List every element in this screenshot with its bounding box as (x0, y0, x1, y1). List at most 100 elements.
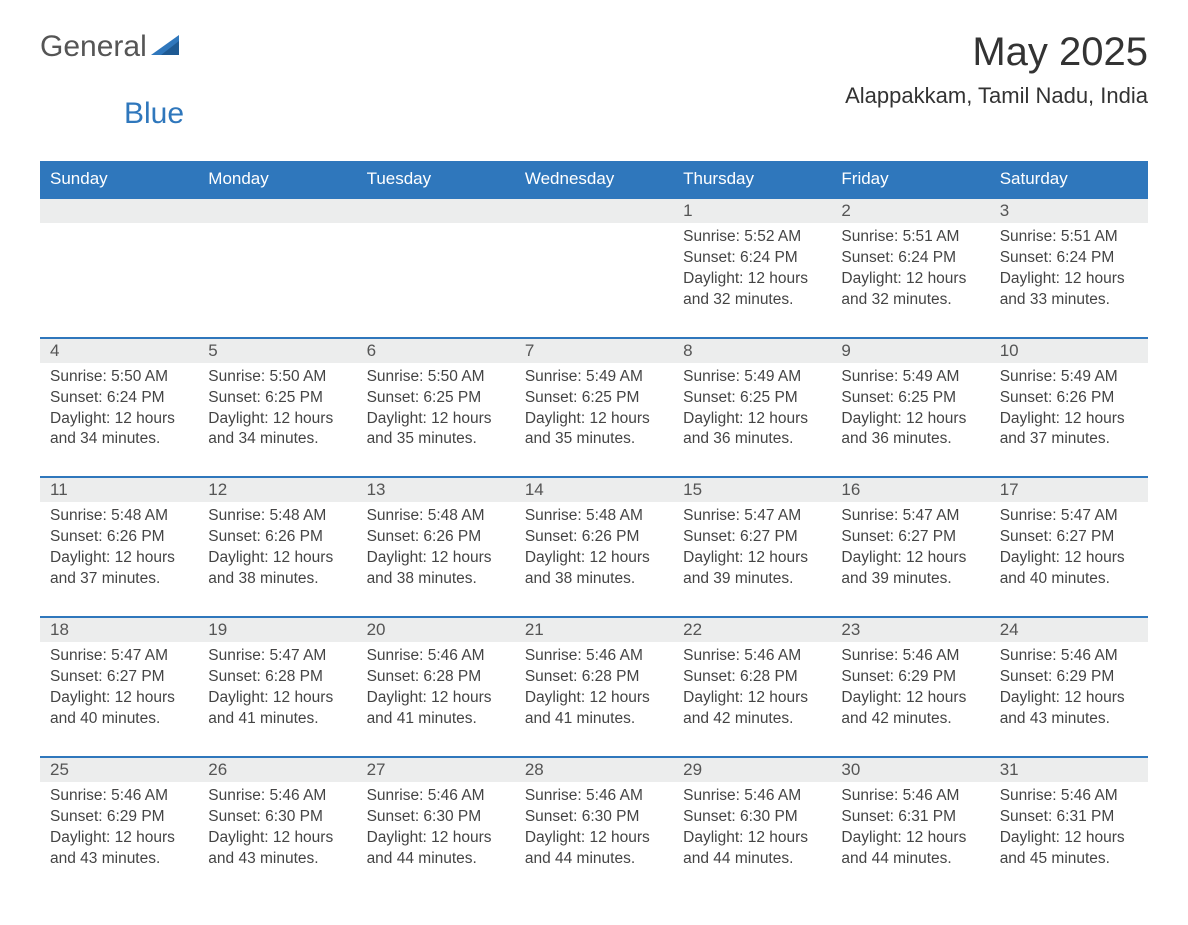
day-detail-cell: Sunrise: 5:46 AMSunset: 6:31 PMDaylight:… (990, 782, 1148, 896)
sunset-line: Sunset: 6:31 PM (841, 807, 979, 828)
day-detail-cell: Sunrise: 5:46 AMSunset: 6:31 PMDaylight:… (831, 782, 989, 896)
logo: General (40, 30, 183, 64)
day-detail-cell (40, 223, 198, 338)
day-detail-cell: Sunrise: 5:49 AMSunset: 6:25 PMDaylight:… (831, 363, 989, 478)
day-detail-cell: Sunrise: 5:46 AMSunset: 6:29 PMDaylight:… (990, 642, 1148, 757)
day-number-cell: 8 (673, 338, 831, 363)
day-number-row: 45678910 (40, 338, 1148, 363)
daylight-line: Daylight: 12 hours and 42 minutes. (841, 688, 979, 730)
day-number-cell: 17 (990, 477, 1148, 502)
day-detail-cell: Sunrise: 5:47 AMSunset: 6:27 PMDaylight:… (40, 642, 198, 757)
day-number-row: 18192021222324 (40, 617, 1148, 642)
weekday-header: Monday (198, 161, 356, 198)
sunset-line: Sunset: 6:27 PM (683, 527, 821, 548)
day-detail-cell: Sunrise: 5:49 AMSunset: 6:26 PMDaylight:… (990, 363, 1148, 478)
sunset-line: Sunset: 6:25 PM (841, 388, 979, 409)
day-number-cell: 15 (673, 477, 831, 502)
daylight-line: Daylight: 12 hours and 38 minutes. (525, 548, 663, 590)
day-detail-row: Sunrise: 5:46 AMSunset: 6:29 PMDaylight:… (40, 782, 1148, 896)
day-detail-cell: Sunrise: 5:51 AMSunset: 6:24 PMDaylight:… (831, 223, 989, 338)
sunset-line: Sunset: 6:28 PM (683, 667, 821, 688)
sunrise-line: Sunrise: 5:46 AM (50, 786, 188, 807)
day-number-cell: 18 (40, 617, 198, 642)
sunset-line: Sunset: 6:25 PM (525, 388, 663, 409)
sunrise-line: Sunrise: 5:50 AM (208, 367, 346, 388)
sunrise-line: Sunrise: 5:47 AM (50, 646, 188, 667)
daylight-line: Daylight: 12 hours and 35 minutes. (525, 409, 663, 451)
daylight-line: Daylight: 12 hours and 38 minutes. (208, 548, 346, 590)
day-detail-cell: Sunrise: 5:47 AMSunset: 6:27 PMDaylight:… (673, 502, 831, 617)
sunset-line: Sunset: 6:25 PM (683, 388, 821, 409)
sunset-line: Sunset: 6:26 PM (208, 527, 346, 548)
sunset-line: Sunset: 6:27 PM (1000, 527, 1138, 548)
month-title: May 2025 (845, 30, 1148, 75)
sunrise-line: Sunrise: 5:47 AM (1000, 506, 1138, 527)
sunrise-line: Sunrise: 5:50 AM (50, 367, 188, 388)
day-number-row: 25262728293031 (40, 757, 1148, 782)
day-detail-cell: Sunrise: 5:52 AMSunset: 6:24 PMDaylight:… (673, 223, 831, 338)
weekday-header: Wednesday (515, 161, 673, 198)
sunset-line: Sunset: 6:26 PM (367, 527, 505, 548)
day-number-cell: 24 (990, 617, 1148, 642)
daylight-line: Daylight: 12 hours and 34 minutes. (208, 409, 346, 451)
day-number-cell: 23 (831, 617, 989, 642)
weekday-header: Sunday (40, 161, 198, 198)
day-number-cell: 27 (357, 757, 515, 782)
day-detail-cell: Sunrise: 5:49 AMSunset: 6:25 PMDaylight:… (515, 363, 673, 478)
day-number-cell: 10 (990, 338, 1148, 363)
day-number-cell: 16 (831, 477, 989, 502)
sunrise-line: Sunrise: 5:49 AM (841, 367, 979, 388)
sunrise-line: Sunrise: 5:47 AM (841, 506, 979, 527)
sunrise-line: Sunrise: 5:46 AM (208, 786, 346, 807)
day-detail-cell: Sunrise: 5:51 AMSunset: 6:24 PMDaylight:… (990, 223, 1148, 338)
daylight-line: Daylight: 12 hours and 40 minutes. (1000, 548, 1138, 590)
weekday-header: Tuesday (357, 161, 515, 198)
daylight-line: Daylight: 12 hours and 43 minutes. (208, 828, 346, 870)
weekday-header-row: SundayMondayTuesdayWednesdayThursdayFrid… (40, 161, 1148, 198)
title-block: May 2025 Alappakkam, Tamil Nadu, India (845, 30, 1148, 109)
daylight-line: Daylight: 12 hours and 33 minutes. (1000, 269, 1138, 311)
day-number-cell: 20 (357, 617, 515, 642)
sunset-line: Sunset: 6:26 PM (1000, 388, 1138, 409)
sunrise-line: Sunrise: 5:49 AM (525, 367, 663, 388)
sunrise-line: Sunrise: 5:47 AM (683, 506, 821, 527)
day-number-cell: 6 (357, 338, 515, 363)
day-number-cell: 2 (831, 198, 989, 223)
day-number-cell (40, 198, 198, 223)
sunset-line: Sunset: 6:27 PM (50, 667, 188, 688)
daylight-line: Daylight: 12 hours and 44 minutes. (683, 828, 821, 870)
sunrise-line: Sunrise: 5:46 AM (525, 646, 663, 667)
sunset-line: Sunset: 6:28 PM (525, 667, 663, 688)
calendar-table: SundayMondayTuesdayWednesdayThursdayFrid… (40, 161, 1148, 895)
sunrise-line: Sunrise: 5:46 AM (367, 646, 505, 667)
day-number-cell (357, 198, 515, 223)
day-detail-cell: Sunrise: 5:47 AMSunset: 6:27 PMDaylight:… (831, 502, 989, 617)
day-number-cell: 1 (673, 198, 831, 223)
sunset-line: Sunset: 6:30 PM (367, 807, 505, 828)
day-number-cell: 11 (40, 477, 198, 502)
sunrise-line: Sunrise: 5:46 AM (841, 646, 979, 667)
sunrise-line: Sunrise: 5:48 AM (208, 506, 346, 527)
sunrise-line: Sunrise: 5:46 AM (683, 786, 821, 807)
day-detail-cell: Sunrise: 5:50 AMSunset: 6:25 PMDaylight:… (198, 363, 356, 478)
sunset-line: Sunset: 6:24 PM (50, 388, 188, 409)
daylight-line: Daylight: 12 hours and 44 minutes. (525, 828, 663, 870)
daylight-line: Daylight: 12 hours and 39 minutes. (683, 548, 821, 590)
day-detail-cell: Sunrise: 5:46 AMSunset: 6:30 PMDaylight:… (515, 782, 673, 896)
day-number-cell: 26 (198, 757, 356, 782)
logo-text-blue: Blue (124, 97, 184, 130)
daylight-line: Daylight: 12 hours and 37 minutes. (50, 548, 188, 590)
day-number-cell: 7 (515, 338, 673, 363)
sunrise-line: Sunrise: 5:48 AM (367, 506, 505, 527)
sunset-line: Sunset: 6:24 PM (841, 248, 979, 269)
sunset-line: Sunset: 6:24 PM (683, 248, 821, 269)
sunrise-line: Sunrise: 5:48 AM (50, 506, 188, 527)
day-detail-cell: Sunrise: 5:47 AMSunset: 6:28 PMDaylight:… (198, 642, 356, 757)
day-detail-cell: Sunrise: 5:46 AMSunset: 6:29 PMDaylight:… (831, 642, 989, 757)
day-detail-row: Sunrise: 5:48 AMSunset: 6:26 PMDaylight:… (40, 502, 1148, 617)
day-number-cell: 25 (40, 757, 198, 782)
day-detail-cell: Sunrise: 5:46 AMSunset: 6:29 PMDaylight:… (40, 782, 198, 896)
sunset-line: Sunset: 6:30 PM (683, 807, 821, 828)
day-number-cell: 12 (198, 477, 356, 502)
sunset-line: Sunset: 6:29 PM (50, 807, 188, 828)
